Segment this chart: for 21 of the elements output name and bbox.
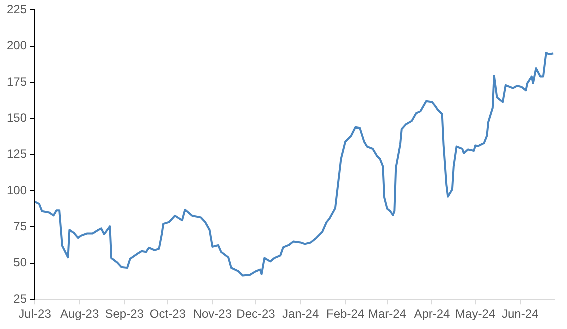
- x-tick-label: Feb-24: [326, 307, 365, 322]
- y-tick-label: 25: [14, 292, 28, 306]
- y-tick-label: 75: [14, 220, 28, 234]
- x-tick-label: Jan-24: [282, 307, 320, 322]
- x-tick-label: Jun-24: [502, 307, 539, 322]
- y-tick-label: 200: [6, 38, 28, 53]
- y-tick-label: 175: [6, 74, 28, 89]
- y-tick-label: 225: [6, 2, 28, 17]
- x-tick-label: Aug-23: [60, 307, 100, 322]
- x-tick-label: Apr-24: [414, 307, 451, 322]
- y-tick-label: 100: [6, 183, 28, 198]
- x-tick-label: Nov-23: [193, 307, 232, 322]
- x-tick-label: Mar-24: [368, 307, 407, 322]
- x-tick-label: Oct-23: [150, 307, 186, 322]
- y-tick-label: 125: [6, 147, 28, 162]
- x-tick-label: May-24: [456, 307, 496, 322]
- y-tick-label: 150: [6, 111, 28, 126]
- y-tick-label: 50: [14, 256, 28, 270]
- x-tick-label: Dec-23: [236, 307, 276, 322]
- x-tick-label: Jul-23: [18, 307, 52, 322]
- x-tick-label: Sep-23: [105, 307, 144, 322]
